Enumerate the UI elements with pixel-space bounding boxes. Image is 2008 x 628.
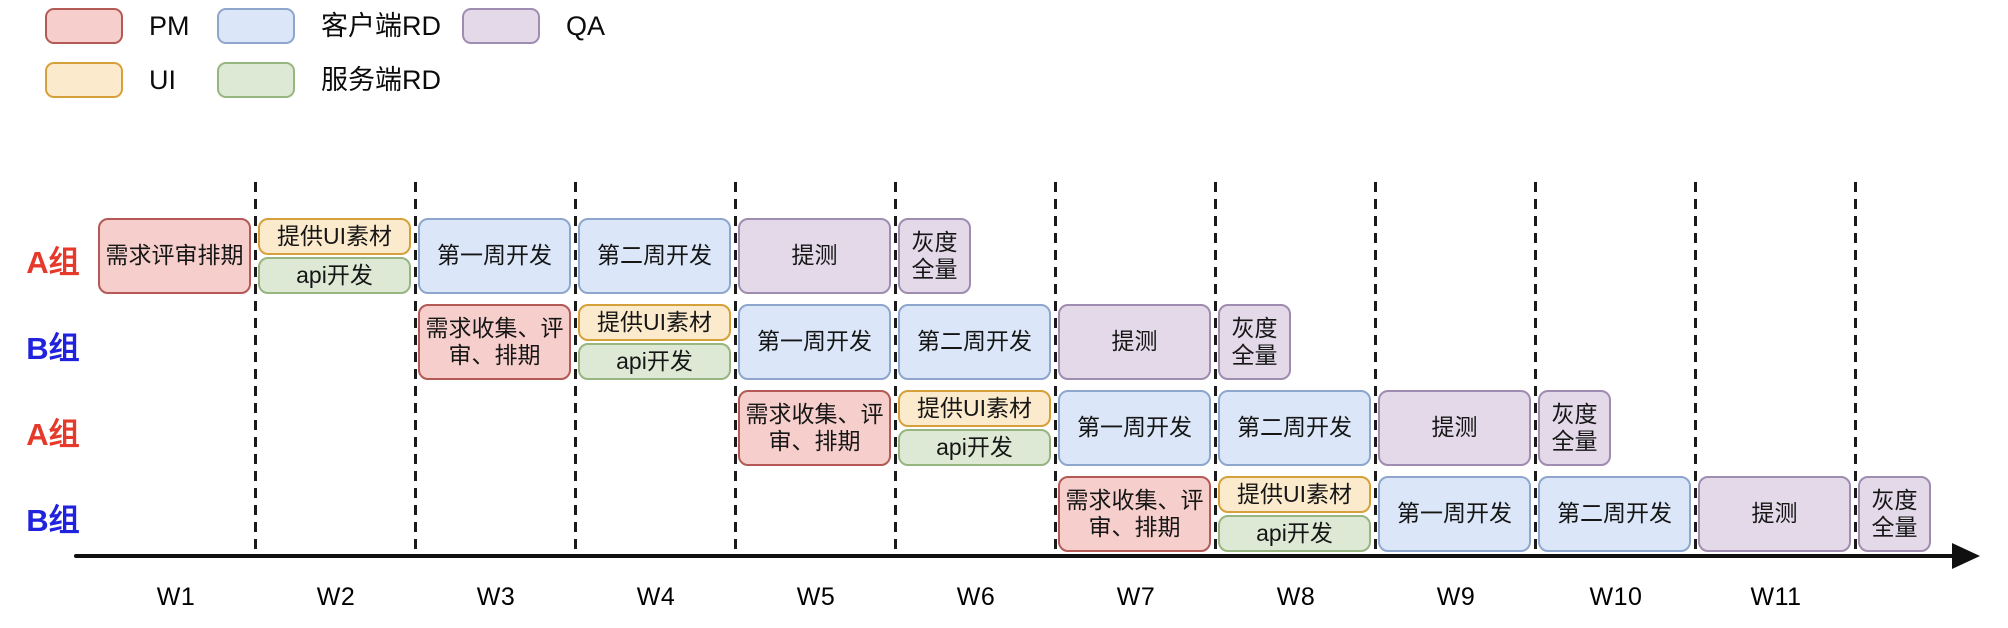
task-box-server_rd: api开发 [258, 257, 411, 294]
row-group-label: B组 [26, 503, 80, 538]
task-box-pm: 需求评审排期 [98, 218, 251, 294]
task-box-qa: 提测 [1378, 390, 1531, 466]
task-box-qa: 灰度全量 [898, 218, 971, 294]
week-gridline [1214, 182, 1217, 556]
axis-week-label: W5 [796, 583, 836, 611]
row-group-label: B组 [26, 331, 80, 366]
week-gridline [1054, 182, 1057, 556]
task-box-client_rd: 第二周开发 [1538, 476, 1691, 552]
task-box-client_rd: 第二周开发 [1218, 390, 1371, 466]
task-box-client_rd: 第二周开发 [898, 304, 1051, 380]
task-box-client_rd: 第二周开发 [578, 218, 731, 294]
axis-week-label: W9 [1436, 583, 1476, 611]
task-box-client_rd: 第一周开发 [418, 218, 571, 294]
legend-label: QA [566, 11, 606, 41]
axis-week-label: W3 [476, 583, 516, 611]
row-group-label: A组 [26, 417, 80, 452]
axis-week-label: W2 [316, 583, 356, 611]
legend-swatch-pm-icon [45, 8, 123, 44]
task-box-qa: 提测 [738, 218, 891, 294]
legend-swatch-client_rd-icon [217, 8, 295, 44]
axis-week-label: W8 [1276, 583, 1316, 611]
row-group-label: A组 [26, 245, 80, 280]
task-box-pm: 需求收集、评审、排期 [1058, 476, 1211, 552]
week-gridline [1534, 182, 1537, 556]
axis-week-label: W10 [1589, 583, 1643, 611]
legend-swatch-server_rd-icon [217, 62, 295, 98]
task-box-pm: 需求收集、评审、排期 [738, 390, 891, 466]
week-gridline [414, 182, 417, 556]
task-box-ui: 提供UI素材 [578, 304, 731, 341]
week-gridline [1854, 182, 1857, 556]
axis-week-label: W4 [636, 583, 676, 611]
task-box-qa: 提测 [1058, 304, 1211, 380]
week-gridline [894, 182, 897, 556]
legend-swatch-ui-icon [45, 62, 123, 98]
task-box-client_rd: 第一周开发 [1378, 476, 1531, 552]
axis-week-label: W1 [156, 583, 196, 611]
axis-week-label: W7 [1116, 583, 1156, 611]
task-box-server_rd: api开发 [898, 429, 1051, 466]
timeline-axis [74, 554, 1960, 558]
legend-label: 客户端RD [321, 11, 441, 41]
task-box-ui: 提供UI素材 [1218, 476, 1371, 513]
week-gridline [254, 182, 257, 556]
axis-week-label: W11 [1750, 583, 1802, 611]
legend-label: 服务端RD [321, 65, 441, 95]
task-box-server_rd: api开发 [578, 343, 731, 380]
task-box-qa: 灰度全量 [1218, 304, 1291, 380]
task-box-qa: 提测 [1698, 476, 1851, 552]
week-gridline [1374, 182, 1377, 556]
legend-label: UI [149, 65, 176, 95]
legend-swatch-qa-icon [462, 8, 540, 44]
week-gridline [1694, 182, 1697, 556]
task-box-server_rd: api开发 [1218, 515, 1371, 552]
task-box-ui: 提供UI素材 [898, 390, 1051, 427]
legend-label: PM [149, 11, 190, 41]
task-box-qa: 灰度全量 [1858, 476, 1931, 552]
week-gridline [574, 182, 577, 556]
task-box-ui: 提供UI素材 [258, 218, 411, 255]
week-gridline [734, 182, 737, 556]
axis-arrowhead-icon [1952, 543, 1980, 569]
task-box-client_rd: 第一周开发 [738, 304, 891, 380]
axis-week-label: W6 [956, 583, 996, 611]
task-box-client_rd: 第一周开发 [1058, 390, 1211, 466]
task-box-pm: 需求收集、评审、排期 [418, 304, 571, 380]
task-box-qa: 灰度全量 [1538, 390, 1611, 466]
